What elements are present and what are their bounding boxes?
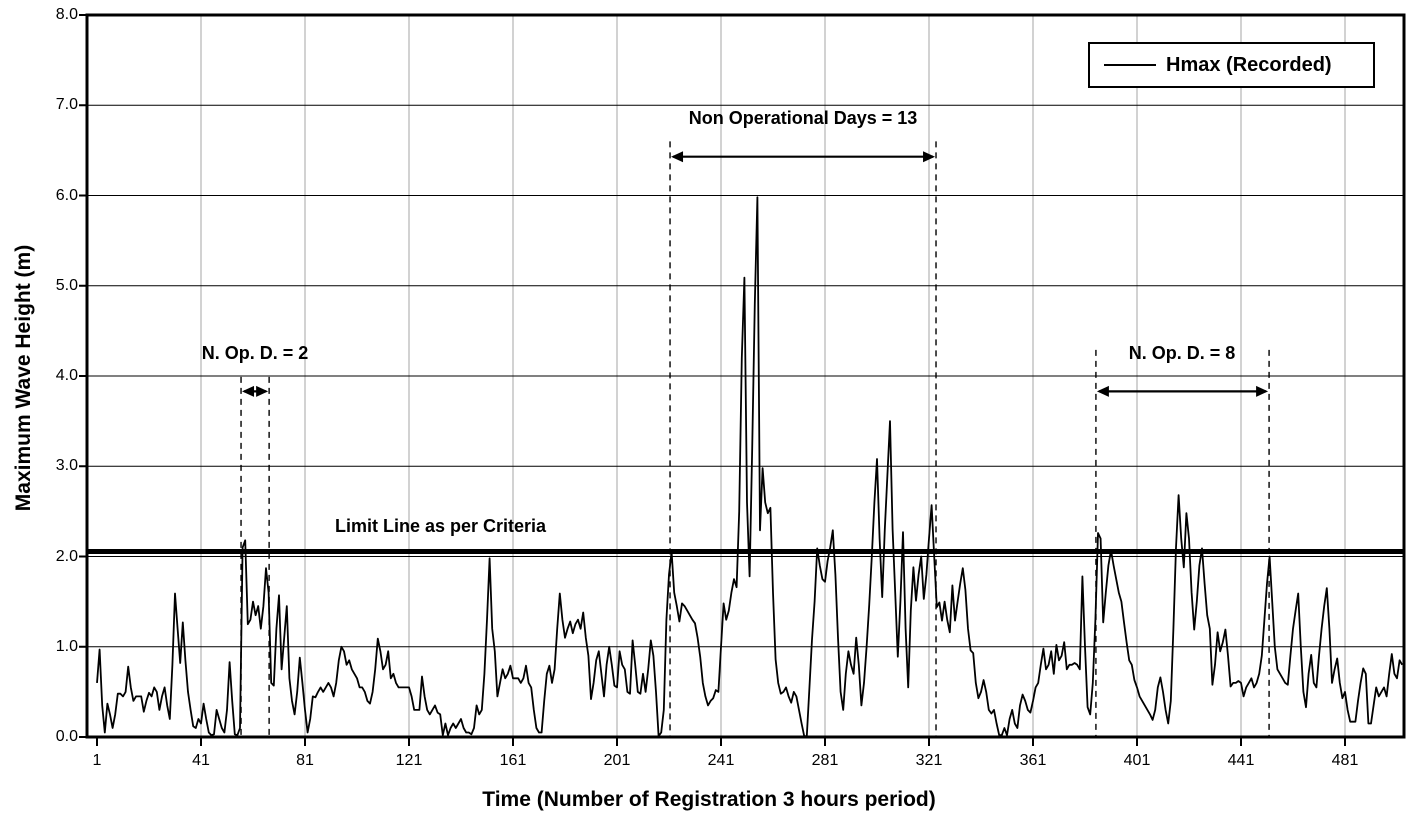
y-tick-label: 8.0: [55, 6, 78, 23]
y-tick-label: 0.0: [55, 728, 78, 745]
legend: Hmax (Recorded): [1088, 42, 1375, 88]
y-tick-label: 3.0: [55, 457, 78, 475]
annotation-n-op-d-2: N. Op. D. = 2: [201, 343, 309, 363]
y-tick-label: 7.0: [55, 96, 78, 114]
limit-line-label: Limit Line as per Criteria: [335, 516, 547, 536]
hmax-recorded-line: [96, 196, 1403, 737]
x-axis-title: Time (Number of Registration 3 hours per…: [482, 788, 936, 811]
x-tick-label: 441: [1227, 752, 1255, 769]
x-tick-label: 321: [915, 752, 943, 769]
legend-series-label: Hmax (Recorded): [1166, 53, 1332, 76]
x-tick-label: 481: [1331, 752, 1359, 769]
arrow-head-left-icon: [1096, 385, 1109, 397]
x-tick-label: 201: [603, 752, 631, 769]
y-axis-title: Maximum Wave Height (m): [12, 244, 35, 512]
arrow-head-right-icon: [923, 151, 936, 163]
limit-line: [88, 549, 1403, 554]
y-tick-label: 6.0: [55, 186, 78, 204]
x-tick-label: 281: [811, 752, 839, 769]
arrow-head-right-icon: [256, 385, 269, 397]
x-tick-label: 121: [395, 752, 423, 769]
y-tick-label: 2.0: [55, 547, 78, 565]
y-tick-label: 5.0: [55, 276, 78, 294]
arrow-head-left-icon: [671, 151, 684, 163]
arrow-head-right-icon: [1256, 385, 1269, 397]
arrow-head-left-icon: [242, 385, 255, 397]
x-tick-label: 241: [707, 752, 735, 769]
x-tick-label: 81: [296, 752, 314, 769]
x-tick-label: 161: [499, 752, 527, 769]
annotation-n-op-d-8: N. Op. D. = 8: [1128, 343, 1236, 363]
y-tick-label: 1.0: [55, 637, 78, 655]
x-tick-label: 1: [92, 752, 102, 769]
annotation-non-operational-days-13: Non Operational Days = 13: [688, 108, 918, 128]
x-tick-label: 401: [1123, 752, 1151, 769]
legend-line-sample-icon: [1104, 64, 1156, 66]
x-tick-label: 361: [1019, 752, 1047, 769]
y-tick-label: 4.0: [55, 367, 78, 384]
x-tick-label: 41: [192, 752, 210, 769]
